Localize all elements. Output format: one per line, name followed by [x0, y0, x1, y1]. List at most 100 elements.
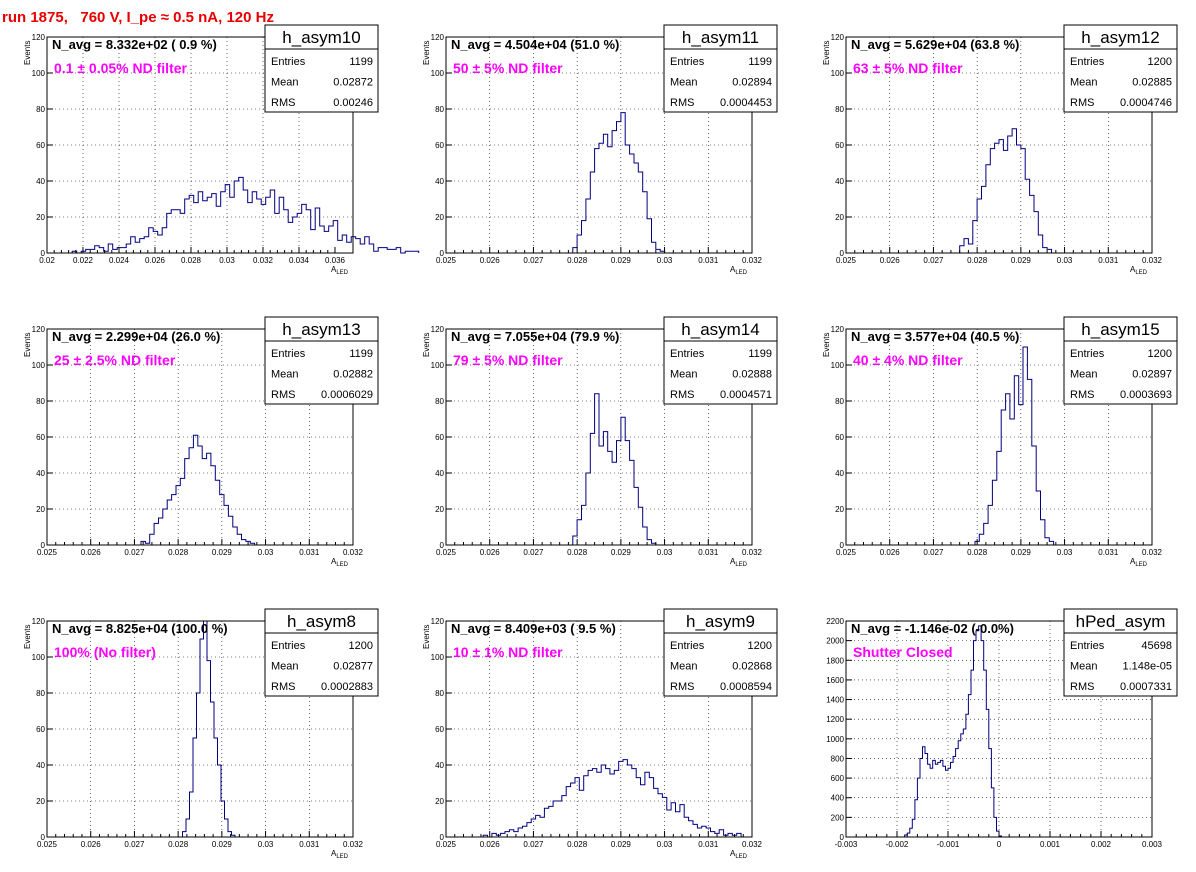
y-tick-label: 0	[41, 541, 46, 550]
histogram-line	[71, 176, 420, 254]
x-tick-label: -0.001	[937, 840, 960, 849]
y-axis-label: Events	[822, 333, 831, 357]
x-tick-label: 0.001	[1040, 840, 1061, 849]
x-tick-label: 0.025	[836, 256, 857, 265]
stats-row-label: Entries	[271, 348, 306, 360]
x-axis-label: ALED	[730, 849, 748, 860]
stats-row-label: Mean	[271, 369, 299, 381]
stats-row-value: 0.02888	[732, 369, 772, 381]
stats-box	[264, 340, 379, 405]
x-tick-label: 0.028	[168, 840, 189, 849]
stats-row-label: Entries	[670, 56, 705, 68]
histogram-panel-h_asym13: 0.025 0.026 0.027 0.028 0.029 0.03 0.031 0.032 0…	[23, 316, 379, 568]
histogram-panel-h_asym15: 0.025 0.026 0.027 0.028 0.029 0.03 0.031 0.032 0…	[822, 316, 1178, 568]
stats-row-value: 1200	[1148, 348, 1172, 360]
y-axis-label: Events	[422, 333, 431, 357]
histogram-line	[572, 112, 666, 253]
histogram-line	[974, 346, 1055, 545]
x-tick-label: 0.036	[325, 256, 346, 265]
stats-title-box	[663, 24, 778, 50]
y-tick-label: 20	[435, 505, 444, 514]
stats-row-value: 0.02882	[333, 369, 373, 381]
filter-label: 10 ± 1% ND filter	[453, 644, 563, 660]
stats-title: h_asym10	[282, 28, 360, 47]
filter-label: 79 ± 5% ND filter	[453, 352, 563, 368]
stats-row-label: Entries	[1070, 56, 1105, 68]
stats-row-value: 0.0003693	[1120, 389, 1172, 401]
x-tick-label: 0.026	[480, 256, 501, 265]
x-tick-label: 0.025	[436, 256, 457, 265]
stats-row-label: Mean	[670, 77, 698, 89]
stats-row-label: RMS	[1070, 97, 1094, 109]
y-tick-label: 800	[831, 754, 845, 763]
y-tick-label: 120	[431, 325, 445, 334]
y-tick-label: 20	[435, 797, 444, 806]
y-tick-label: 60	[835, 141, 844, 150]
y-tick-label: 100	[431, 69, 445, 78]
stats-title: h_asym11	[682, 28, 759, 47]
x-axis-label: ALED	[1130, 557, 1148, 568]
navg-label: N_avg = 3.577e+04 (40.5 %)	[851, 329, 1019, 344]
y-tick-label: 80	[835, 105, 844, 114]
x-tick-label: -0.003	[835, 840, 858, 849]
x-tick-label: 0.028	[567, 548, 588, 557]
y-tick-label: 120	[32, 325, 46, 334]
x-tick-label: 0.025	[836, 548, 857, 557]
stats-box	[264, 48, 379, 113]
y-tick-label: 0	[840, 833, 845, 842]
y-tick-label: 0	[440, 541, 445, 550]
x-tick-label: 0.027	[923, 256, 944, 265]
y-tick-label: 40	[835, 469, 844, 478]
x-tick-label: 0.025	[37, 840, 58, 849]
x-axis-label: ALED	[331, 265, 349, 276]
x-tick-label: 0.029	[611, 840, 632, 849]
x-tick-label: 0.034	[289, 256, 310, 265]
x-tick-label: 0.03	[258, 548, 274, 557]
histogram-line	[959, 128, 1052, 253]
histogram-line	[182, 620, 236, 837]
stats-row-label: RMS	[1070, 389, 1094, 401]
stats-row-value: 0.02885	[1132, 77, 1172, 89]
x-tick-label: 0.026	[480, 840, 501, 849]
x-tick-label: 0.025	[37, 548, 58, 557]
x-tick-label: 0.026	[880, 256, 901, 265]
stats-box	[1063, 48, 1178, 113]
y-tick-label: 20	[835, 213, 844, 222]
stats-box	[663, 632, 778, 697]
stats-row-label: Entries	[670, 640, 705, 652]
x-tick-label: 0.025	[436, 840, 457, 849]
y-tick-label: 600	[831, 774, 845, 783]
y-tick-label: 80	[435, 397, 444, 406]
stats-row-value: 0.00246	[333, 97, 373, 109]
x-tick-label: 0.026	[145, 256, 166, 265]
stats-row-label: Entries	[670, 348, 705, 360]
y-tick-label: 80	[36, 689, 45, 698]
y-tick-label: 80	[36, 105, 45, 114]
y-axis-label: Events	[23, 333, 32, 357]
stats-row-value: 0.02868	[732, 661, 772, 673]
stats-title: hPed_asym	[1076, 612, 1166, 631]
stats-row-label: Entries	[271, 56, 306, 68]
x-tick-label: 0.027	[124, 840, 145, 849]
stats-row-label: Mean	[271, 661, 299, 673]
stats-title: h_asym13	[282, 320, 360, 339]
stats-row-value: 1200	[1148, 56, 1172, 68]
stats-row-label: Entries	[1070, 640, 1105, 652]
x-tick-label: 0.027	[523, 840, 544, 849]
x-tick-label: 0.031	[1098, 548, 1119, 557]
y-tick-label: 120	[431, 617, 445, 626]
stats-row-value: 1.148e-05	[1122, 661, 1172, 673]
y-tick-label: 40	[435, 469, 444, 478]
x-tick-label: 0.03	[219, 256, 235, 265]
x-tick-label: 0.027	[523, 256, 544, 265]
navg-label: N_avg = 8.409e+03 ( 9.5 %)	[451, 621, 616, 636]
y-tick-label: 120	[32, 33, 46, 42]
stats-row-label: Mean	[1070, 661, 1098, 673]
stats-row-value: 0.02872	[333, 77, 373, 89]
filter-label: 63 ± 5% ND filter	[853, 60, 963, 76]
stats-row-label: Mean	[670, 369, 698, 381]
x-tick-label: 0.031	[698, 548, 719, 557]
stats-title: h_asym15	[1081, 320, 1159, 339]
x-tick-label: 0.028	[168, 548, 189, 557]
